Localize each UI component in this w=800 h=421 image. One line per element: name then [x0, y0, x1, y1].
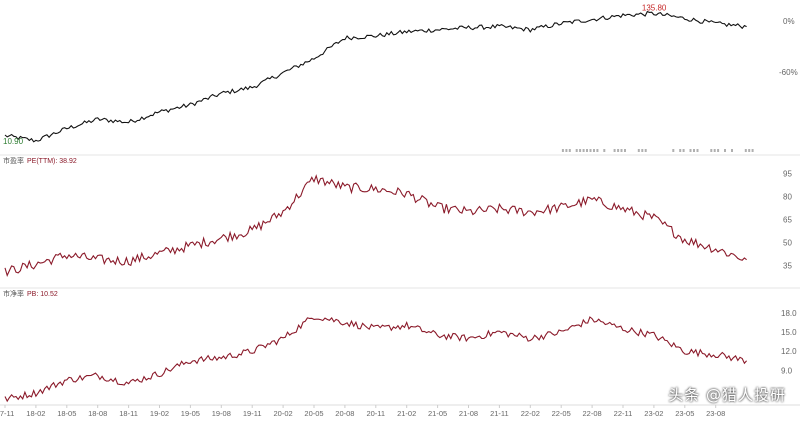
pb-legend-label: 市净率: [3, 289, 24, 298]
volume-marker: [613, 149, 616, 152]
pe-y-tick: 80: [783, 193, 792, 202]
volume-marker: [689, 149, 692, 152]
pb-y-tick: 12.0: [781, 347, 797, 356]
x-tick-label: 22-02: [521, 409, 540, 418]
x-tick-label: 21-11: [490, 409, 509, 418]
volume-marker: [593, 149, 595, 152]
volume-marker: [561, 149, 564, 152]
volume-marker: [644, 149, 647, 152]
pb-y-tick: 18.0: [781, 309, 797, 318]
volume-marker: [617, 149, 620, 152]
price-right-tick: -60%: [779, 68, 798, 77]
volume-marker: [724, 149, 726, 152]
volume-marker: [679, 149, 682, 152]
volume-marker: [751, 149, 754, 152]
price-series-line: [4, 10, 747, 143]
volume-marker: [579, 149, 582, 152]
volume-marker: [575, 149, 578, 152]
x-tick-label: 20-02: [274, 409, 293, 418]
pe-y-tick: 50: [783, 239, 792, 248]
x-tick-label: 18-02: [26, 409, 45, 418]
volume-marker: [596, 149, 599, 152]
pe-legend-label: 市盈率: [3, 156, 24, 165]
volume-marker: [748, 149, 751, 152]
x-tick-label: 22-11: [614, 409, 633, 418]
x-tick-label: 19-05: [181, 409, 200, 418]
x-tick-label: 21-02: [397, 409, 416, 418]
x-tick-label: 18-11: [119, 409, 138, 418]
pe-legend-value: PE(TTM): 38.92: [27, 158, 77, 165]
pb-y-tick: 9.0: [781, 366, 793, 375]
volume-marker: [717, 149, 720, 152]
volume-marker: [682, 149, 685, 152]
x-tick-label: 23-05: [675, 409, 694, 418]
volume-marker: [586, 149, 588, 152]
x-tick-label: 19-11: [243, 409, 262, 418]
x-tick-label: 22-05: [552, 409, 571, 418]
volume-marker: [744, 149, 747, 152]
x-tick-label: 22-08: [583, 409, 602, 418]
volume-marker: [672, 149, 675, 152]
pe-y-tick: 35: [783, 262, 792, 271]
volume-marker: [568, 149, 571, 152]
volume-marker: [589, 149, 592, 152]
pe-series-line: [4, 174, 747, 277]
max-price-label: 135.80: [642, 3, 667, 12]
volume-marker: [641, 149, 644, 152]
pb-series-line: [4, 316, 748, 403]
x-tick-label: 23-08: [706, 409, 725, 418]
volume-marker: [637, 149, 640, 152]
pe-y-tick: 95: [783, 170, 792, 179]
pb-y-tick: 15.0: [781, 328, 797, 337]
price-right-tick: 0%: [783, 17, 795, 26]
volume-marker: [713, 149, 716, 152]
x-tick-label: 18-08: [88, 409, 107, 418]
pe-y-tick: 65: [783, 216, 792, 225]
x-tick-label: 20-05: [304, 409, 323, 418]
x-tick-label: 20-08: [335, 409, 354, 418]
x-tick-label: 20-11: [366, 409, 385, 418]
pb-legend-value: PB: 10.52: [27, 291, 58, 298]
volume-marker: [565, 149, 568, 152]
volume-marker: [693, 149, 695, 152]
volume-marker: [620, 149, 623, 152]
x-tick-label: 17-11: [0, 409, 14, 418]
x-tick-label: 19-02: [150, 409, 169, 418]
volume-marker: [603, 149, 606, 152]
min-price-label: 10.90: [3, 137, 24, 146]
x-tick-label: 21-08: [459, 409, 478, 418]
x-tick-label: 18-05: [57, 409, 76, 418]
watermark-text: 头条 @猎人投研: [668, 386, 786, 404]
x-tick-label: 21-05: [428, 409, 447, 418]
volume-marker: [696, 149, 699, 152]
x-tick-label: 19-08: [212, 409, 231, 418]
volume-marker: [710, 149, 713, 152]
volume-marker: [624, 149, 626, 152]
volume-marker: [731, 149, 733, 152]
x-tick-label: 23-02: [644, 409, 663, 418]
volume-marker: [582, 149, 585, 152]
